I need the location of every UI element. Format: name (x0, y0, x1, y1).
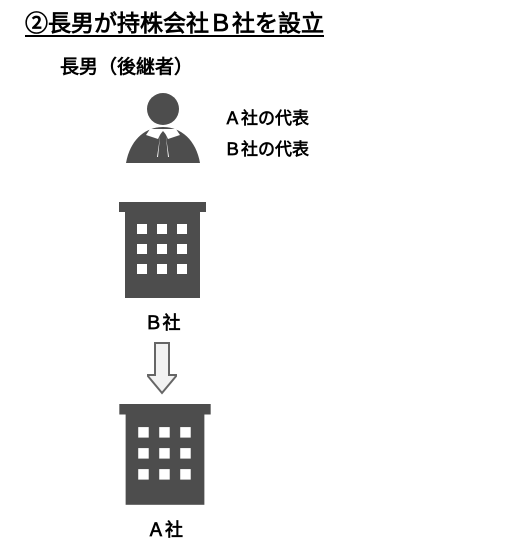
company-a-label: Ａ社 (115, 516, 215, 542)
roles-list: Ａ社の代表 Ｂ社の代表 (224, 104, 309, 160)
diagram-root: ②長男が持株会社Ｂ社を設立 長男（後継者） Ａ社の代表 Ｂ社の代表 (0, 0, 529, 558)
diagram-subtitle: 長男（後継者） (60, 52, 529, 79)
building-icon (115, 289, 210, 306)
company-b-block: Ｂ社 (115, 202, 210, 335)
person-row: Ａ社の代表 Ｂ社の代表 (120, 85, 529, 180)
diagram-title: ②長男が持株会社Ｂ社を設立 (25, 10, 529, 38)
role-b: Ｂ社の代表 (224, 135, 309, 160)
company-b-label: Ｂ社 (115, 309, 210, 335)
arrow-down-icon (147, 382, 177, 399)
company-a-block: Ａ社 (115, 404, 215, 542)
building-icon (115, 496, 215, 513)
businessman-icon (120, 85, 206, 180)
role-a: Ａ社の代表 (224, 104, 309, 129)
arrow-down (115, 341, 210, 400)
